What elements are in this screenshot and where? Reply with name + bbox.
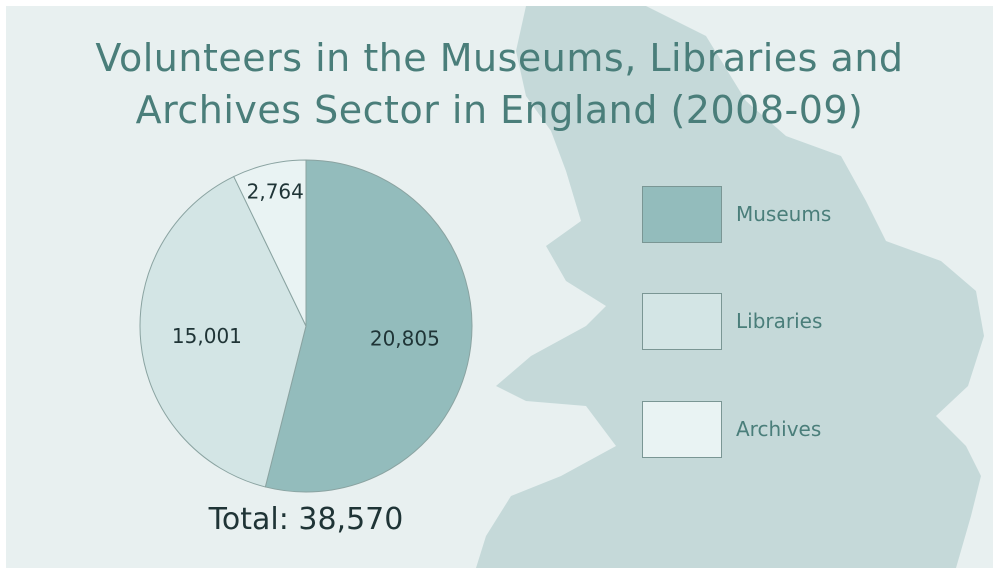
pie-label-libraries: 15,001 xyxy=(172,324,242,348)
pie-chart: 20,805 15,001 2,764 xyxy=(131,151,481,501)
chart-title-line-1: Volunteers in the Museums, Libraries and xyxy=(6,32,993,84)
legend-label-archives: Archives xyxy=(736,417,821,441)
legend-swatch-archives xyxy=(642,401,722,458)
total-label: Total: 38,570 xyxy=(136,502,476,537)
legend-label-libraries: Libraries xyxy=(736,309,822,333)
infographic: Volunteers in the Museums, Libraries and… xyxy=(6,6,993,568)
pie-label-museums: 20,805 xyxy=(370,326,440,350)
legend-swatch-museums xyxy=(642,186,722,243)
legend-swatch-libraries xyxy=(642,293,722,350)
legend-item-libraries: Libraries xyxy=(642,293,902,353)
pie-label-archives: 2,764 xyxy=(247,180,304,204)
legend-label-museums: Museums xyxy=(736,202,831,226)
legend-item-archives: Archives xyxy=(642,401,902,461)
chart-title-line-2: Archives Sector in England (2008-09) xyxy=(6,84,993,136)
chart-title: Volunteers in the Museums, Libraries and… xyxy=(6,32,993,136)
legend-item-museums: Museums xyxy=(642,186,902,246)
